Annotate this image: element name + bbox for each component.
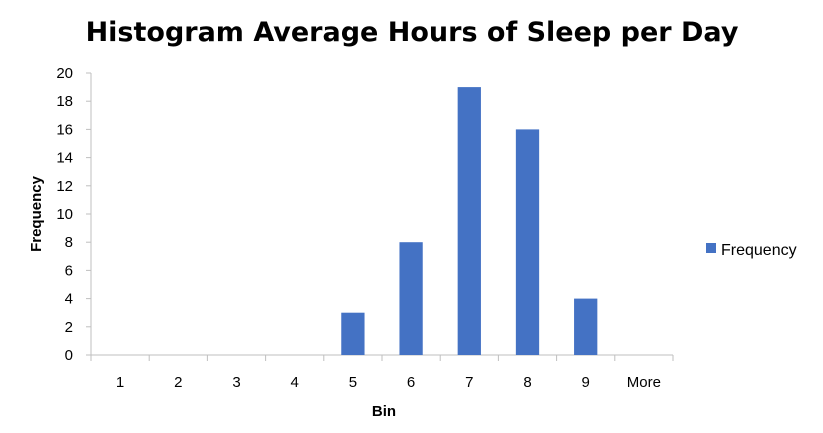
- x-tick-label: 4: [291, 374, 299, 391]
- y-tick-label: 14: [56, 150, 73, 167]
- x-tick-label: More: [627, 374, 661, 391]
- y-tick-label: 12: [56, 178, 73, 195]
- x-tick-label: 3: [232, 374, 240, 391]
- y-tick-label: 4: [65, 291, 73, 308]
- x-tick-label: 7: [465, 374, 473, 391]
- y-tick-label: 18: [56, 93, 73, 110]
- y-tick-label: 8: [65, 234, 73, 251]
- legend: Frequency: [706, 242, 797, 259]
- x-tick-label: 9: [582, 374, 590, 391]
- bar: [457, 87, 481, 355]
- x-tick-label: 6: [407, 374, 415, 391]
- y-tick-label: 2: [65, 319, 73, 336]
- bar: [574, 298, 598, 355]
- y-axis: 0 2 4 6 8 10 12 14 16 18 20: [56, 65, 92, 364]
- y-tick-label: 20: [56, 65, 73, 82]
- y-tick-label: 6: [65, 262, 73, 279]
- x-axis-title: Bin: [372, 403, 396, 420]
- legend-label: Frequency: [721, 242, 797, 259]
- bar-series: [341, 87, 598, 355]
- x-axis: 1 2 3 4 5 6 7 8 9 More: [90, 354, 674, 391]
- bar: [515, 129, 540, 355]
- bar: [341, 312, 365, 355]
- bar: [399, 242, 423, 355]
- x-tick-label: 8: [523, 374, 531, 391]
- chart-title: Histogram Average Hours of Sleep per Day: [86, 17, 739, 48]
- y-tick-label: 10: [56, 206, 73, 223]
- y-axis-title: Frequency: [28, 175, 45, 252]
- x-tick-label: 2: [174, 374, 182, 391]
- x-tick-label: 1: [116, 374, 124, 391]
- x-tick-label: 5: [349, 374, 357, 391]
- y-tick-label: 0: [65, 347, 73, 364]
- legend-swatch: [706, 243, 716, 253]
- y-tick-label: 16: [56, 121, 73, 138]
